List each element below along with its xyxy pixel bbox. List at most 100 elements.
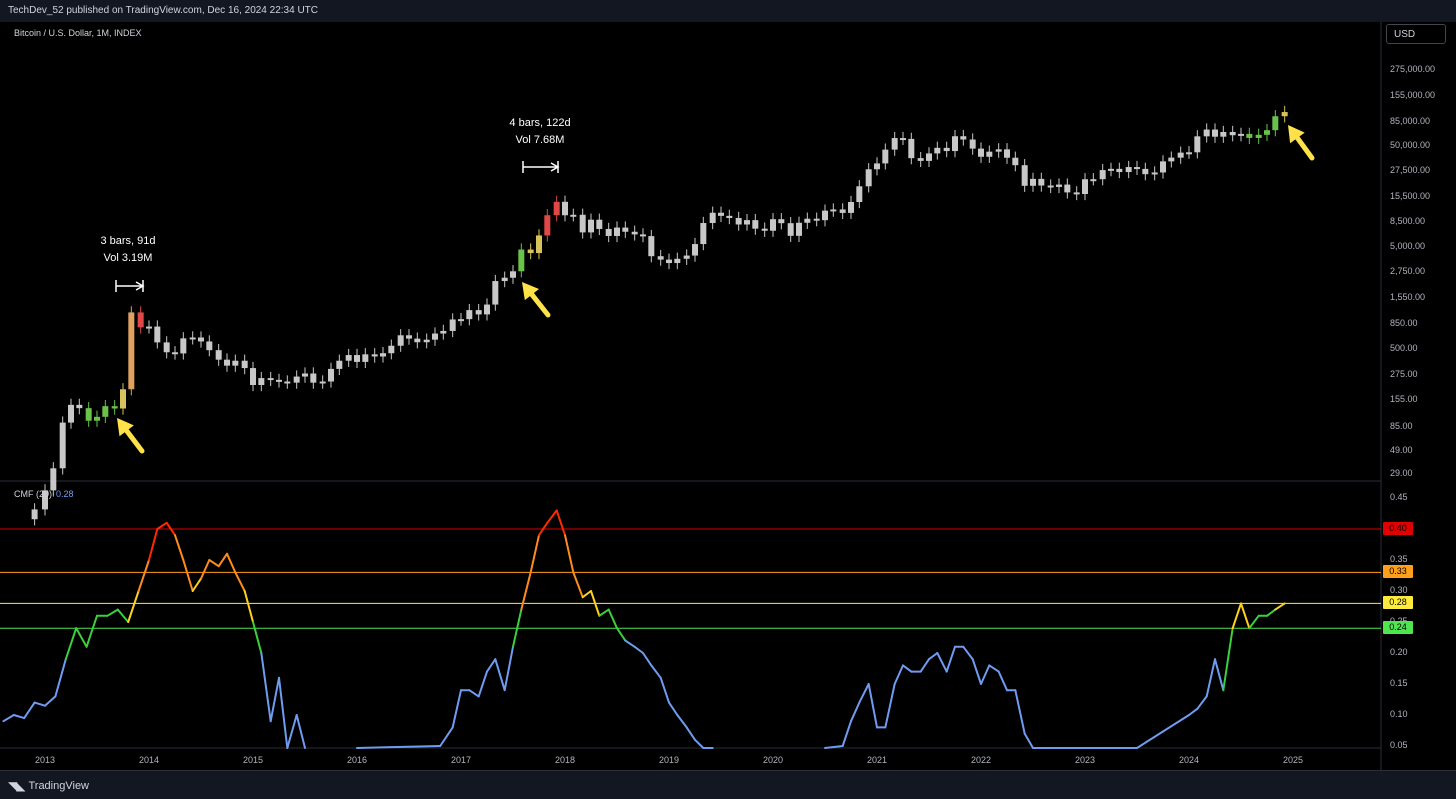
cmf-line-segment — [252, 621, 263, 654]
candle — [1160, 161, 1166, 173]
candle — [553, 201, 560, 216]
candle — [414, 338, 421, 343]
candle — [50, 468, 57, 491]
cmf-line-segment — [590, 590, 601, 617]
cmf-line-segment — [624, 639, 636, 648]
level-tag: 0.33 — [1383, 565, 1413, 579]
candle — [241, 360, 248, 369]
cmf-line-segment — [867, 683, 878, 729]
candle — [302, 373, 308, 377]
candle — [1134, 167, 1140, 170]
cmf-line-segment — [1205, 658, 1216, 698]
candle — [492, 281, 499, 305]
candle — [544, 215, 551, 236]
candle — [215, 350, 222, 360]
cmf-line-segment — [64, 627, 78, 661]
candle — [804, 218, 811, 223]
tradingview-logo[interactable]: ◥◣ TradingView — [8, 779, 89, 793]
candle — [293, 376, 300, 383]
cmf-line-segment — [685, 726, 696, 741]
candle — [813, 218, 820, 221]
time-axis-label: 2017 — [450, 755, 472, 765]
candle — [1142, 168, 1149, 175]
cmf-axis-label: 0.15 — [1390, 678, 1408, 688]
cmf-line-segment — [200, 559, 211, 580]
cmf-line-segment — [945, 645, 956, 673]
chart-frame[interactable] — [0, 22, 1456, 770]
candle — [882, 149, 889, 164]
cmf-line-segment — [1266, 608, 1277, 617]
candle — [536, 235, 542, 254]
cmf-line-segment — [106, 608, 119, 617]
candle — [735, 218, 742, 225]
candle — [102, 406, 109, 417]
cmf-line-segment — [1248, 614, 1260, 630]
candle — [1229, 131, 1236, 136]
price-axis-label: 500.00 — [1390, 343, 1418, 353]
candle — [1047, 185, 1054, 188]
cmf-line-segment — [616, 627, 627, 642]
time-axis-label: 2018 — [554, 755, 576, 765]
currency-button[interactable]: USD — [1386, 24, 1446, 44]
candle — [1255, 134, 1262, 138]
cmf-line-segment — [278, 676, 289, 749]
cmf-line-segment — [850, 701, 861, 723]
annotation-vol: Vol 7.68M — [515, 134, 565, 146]
candle — [822, 210, 828, 221]
candle — [380, 353, 386, 357]
cmf-line-segment — [1274, 602, 1286, 611]
cmf-line-segment — [1240, 602, 1251, 630]
measure-arrow-icon — [550, 162, 560, 172]
candle — [42, 490, 48, 510]
cmf-line-segment — [676, 714, 688, 729]
cmf-line-segment — [243, 590, 254, 623]
cmf-line-segment — [546, 509, 558, 524]
candle — [76, 404, 83, 409]
candle — [85, 408, 92, 421]
candle — [276, 379, 282, 382]
candle — [856, 186, 863, 203]
cmf-axis-label: 0.35 — [1390, 554, 1408, 564]
cmf-line-segment — [85, 614, 98, 648]
cmf-line-segment — [503, 645, 514, 692]
cmf-line-segment — [477, 670, 488, 698]
cmf-line-segment — [642, 652, 653, 667]
candle — [163, 342, 170, 353]
candle — [752, 220, 759, 229]
candle — [874, 163, 880, 170]
cmf-line-segment — [269, 676, 280, 723]
candle — [406, 335, 412, 339]
candle — [900, 138, 906, 141]
candle — [31, 509, 38, 520]
level-tag: 0.24 — [1383, 621, 1413, 635]
cmf-line-segment — [156, 521, 168, 530]
candle — [1090, 179, 1097, 182]
tv-logo-icon: ◥◣ — [8, 779, 25, 793]
price-axis-label: 85,000.00 — [1390, 116, 1431, 126]
cmf-line-segment — [1214, 658, 1225, 692]
cmf-line-segment — [980, 664, 991, 685]
cmf-line-segment — [468, 689, 480, 698]
candle — [770, 219, 776, 231]
price-axis-label: 50,000.00 — [1390, 140, 1431, 150]
time-axis-label: 2016 — [346, 755, 368, 765]
cmf-line-segment — [1222, 627, 1234, 692]
candle — [622, 227, 629, 232]
candle — [726, 215, 733, 219]
cmf-line-segment — [520, 571, 532, 611]
cmf-line-segment — [893, 664, 904, 685]
price-axis-label: 1,550.00 — [1390, 292, 1426, 302]
candle — [59, 422, 66, 469]
cmf-line-segment — [919, 658, 930, 673]
cmf-axis-label: 0.05 — [1390, 740, 1408, 750]
annotation-vol: Vol 3.19M — [103, 252, 153, 264]
cmf-line-segment — [260, 652, 272, 723]
candle — [1246, 133, 1253, 138]
candle — [995, 149, 1002, 152]
cmf-line-segment — [928, 652, 939, 661]
level-tag: 0.28 — [1383, 596, 1413, 610]
candle — [1186, 152, 1192, 155]
cmf-line-segment — [2, 714, 15, 723]
candle — [761, 228, 768, 231]
